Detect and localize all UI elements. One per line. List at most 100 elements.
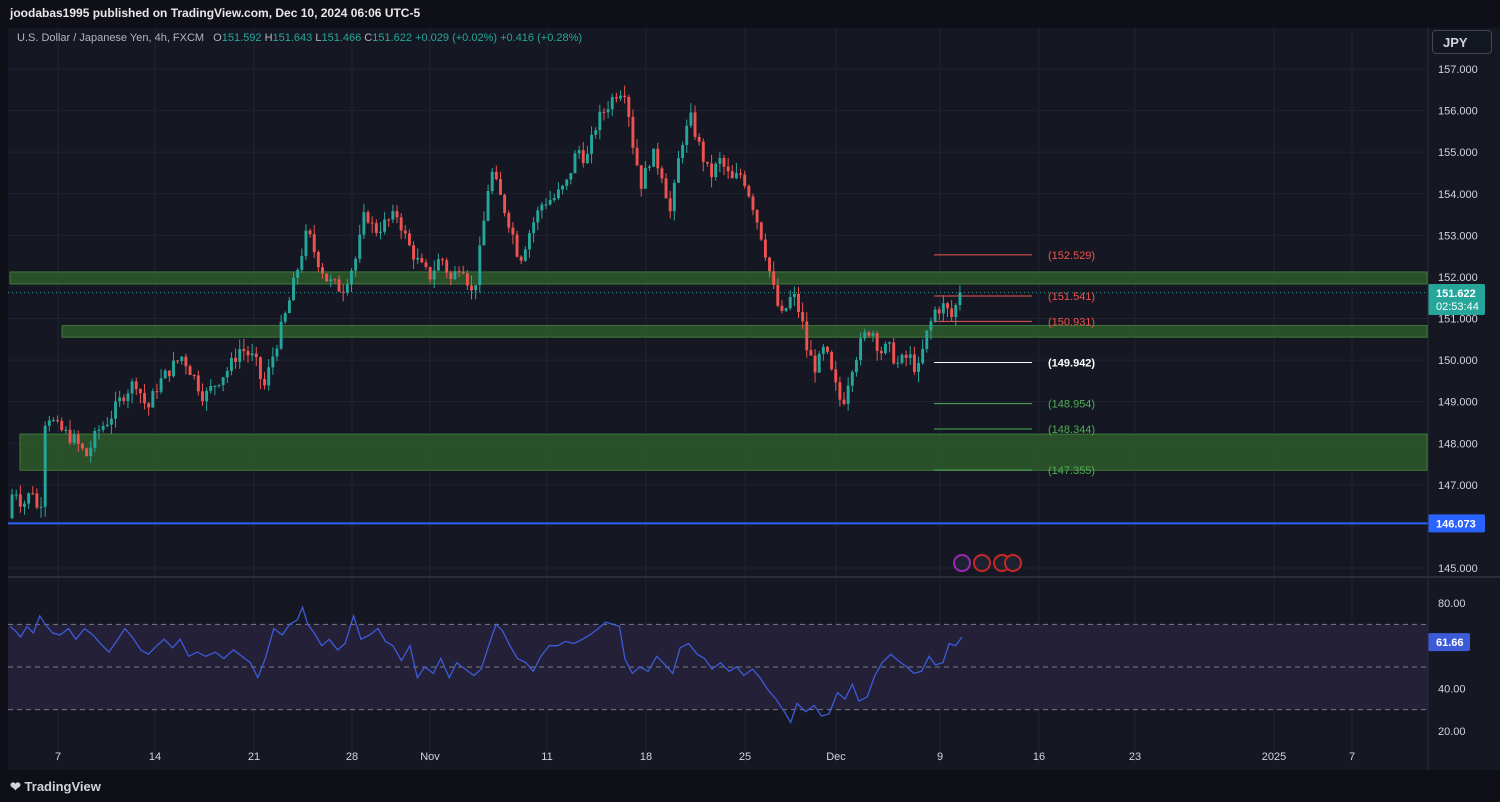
candle-body (573, 153, 577, 174)
candle-body (668, 198, 672, 212)
candle-body (229, 357, 233, 371)
candle-body (109, 418, 113, 425)
candle-body (838, 382, 842, 400)
published-by-text: joodabas1995 published on TradingView.co… (10, 6, 421, 20)
candle-body (867, 332, 871, 336)
candle-body (217, 385, 221, 387)
candle-body (726, 166, 730, 172)
candle-body (921, 348, 925, 364)
candle-body (296, 269, 300, 278)
candle-body (705, 161, 709, 164)
candle-body (457, 271, 461, 273)
target-level-label: (152.529) (1048, 250, 1095, 262)
candle-body (486, 191, 490, 221)
time-axis-tick: 21 (248, 751, 260, 763)
support-resistance-zone (9, 271, 1428, 285)
candle-body (619, 95, 622, 99)
change-value: +0.029 (+0.02%) (415, 32, 498, 44)
candle-body (184, 356, 188, 367)
price-axis-tick: 148.000 (1438, 438, 1478, 450)
candle-body (250, 353, 254, 356)
candle-body (105, 424, 109, 427)
candle-body (60, 420, 64, 431)
candle-body (569, 173, 573, 180)
candle-body (258, 357, 262, 379)
rsi-axis-tick: 40.00 (1438, 683, 1466, 695)
rsi-last-value-tag (1428, 633, 1470, 652)
time-axis-tick: 18 (640, 751, 652, 763)
candle-body (677, 158, 680, 183)
candle-body (424, 262, 428, 268)
candle-body (180, 356, 184, 362)
candle-body (143, 393, 146, 404)
candle-body (556, 189, 560, 199)
time-axis-tick: 16 (1033, 751, 1045, 763)
candle-body (763, 239, 767, 258)
candle-body (776, 284, 780, 306)
chart-frame[interactable]: (152.529) (151.541) (150.931) (149.942) (148… (8, 28, 1500, 770)
candle-body (134, 381, 138, 390)
candle-body (755, 210, 759, 223)
candle-body (834, 369, 838, 383)
candle-body (370, 222, 374, 224)
candle-body (614, 97, 618, 99)
candle-body (635, 147, 639, 166)
candle-body (718, 157, 722, 164)
low-label: L (315, 32, 322, 44)
price-axis-tick: 154.000 (1438, 189, 1478, 201)
candle-body (759, 222, 763, 240)
candle-body (172, 360, 175, 377)
candle-body (577, 150, 581, 154)
candle-body (416, 257, 420, 260)
chart-canvas[interactable]: (152.529) (151.541) (150.931) (149.942) (148… (8, 28, 1500, 770)
candle-body (561, 185, 565, 190)
candle-body (147, 403, 151, 408)
time-axis-tick: 9 (937, 751, 943, 763)
candle-body (499, 179, 502, 195)
candle-body (751, 196, 755, 211)
candle-body (743, 174, 747, 187)
candle-body (379, 231, 382, 233)
price-axis-tick: 156.000 (1438, 106, 1478, 118)
candle-body (482, 220, 486, 246)
candle-body (912, 354, 916, 372)
target-level-label: (151.541) (1048, 291, 1095, 303)
candle-body (93, 430, 97, 448)
target-level-label: (148.954) (1048, 399, 1095, 411)
tradingview-logo[interactable]: ❤ TradingView (10, 779, 101, 795)
currency-button[interactable]: JPY (1432, 30, 1492, 54)
candle-body (594, 130, 598, 135)
candle-body (937, 309, 941, 314)
candle-body (879, 350, 883, 354)
candle-body (254, 353, 258, 358)
rsi-series-line (9, 605, 963, 725)
symbol-name[interactable]: U.S. Dollar / Japanese Yen, 4h, FXCM (17, 32, 205, 44)
candle-body (747, 186, 751, 197)
candle-body (817, 353, 821, 373)
candle-body (167, 370, 171, 377)
candle-body (432, 270, 436, 280)
candle-body (221, 377, 225, 386)
candle-body (652, 148, 656, 167)
candle-body (875, 333, 879, 351)
candle-body (693, 112, 697, 137)
candle-body (714, 163, 718, 178)
candle-body (941, 303, 945, 314)
candle-body (581, 150, 585, 164)
candle-body (925, 330, 929, 349)
target-level-label: (148.344) (1048, 424, 1095, 436)
candle-body (308, 230, 312, 235)
candle-body (201, 391, 204, 402)
candle-body (325, 273, 329, 282)
candle-body (354, 258, 358, 271)
candle-body (474, 285, 478, 291)
candle-body (681, 144, 685, 159)
candle-body (871, 333, 875, 336)
candle-body (52, 420, 55, 422)
price-axis-tick: 152.000 (1438, 272, 1478, 284)
candle-body (428, 267, 432, 280)
candle-body (64, 429, 68, 431)
price-axis-tick: 155.000 (1438, 147, 1478, 159)
candle-body (917, 363, 920, 372)
candle-body (958, 292, 962, 306)
